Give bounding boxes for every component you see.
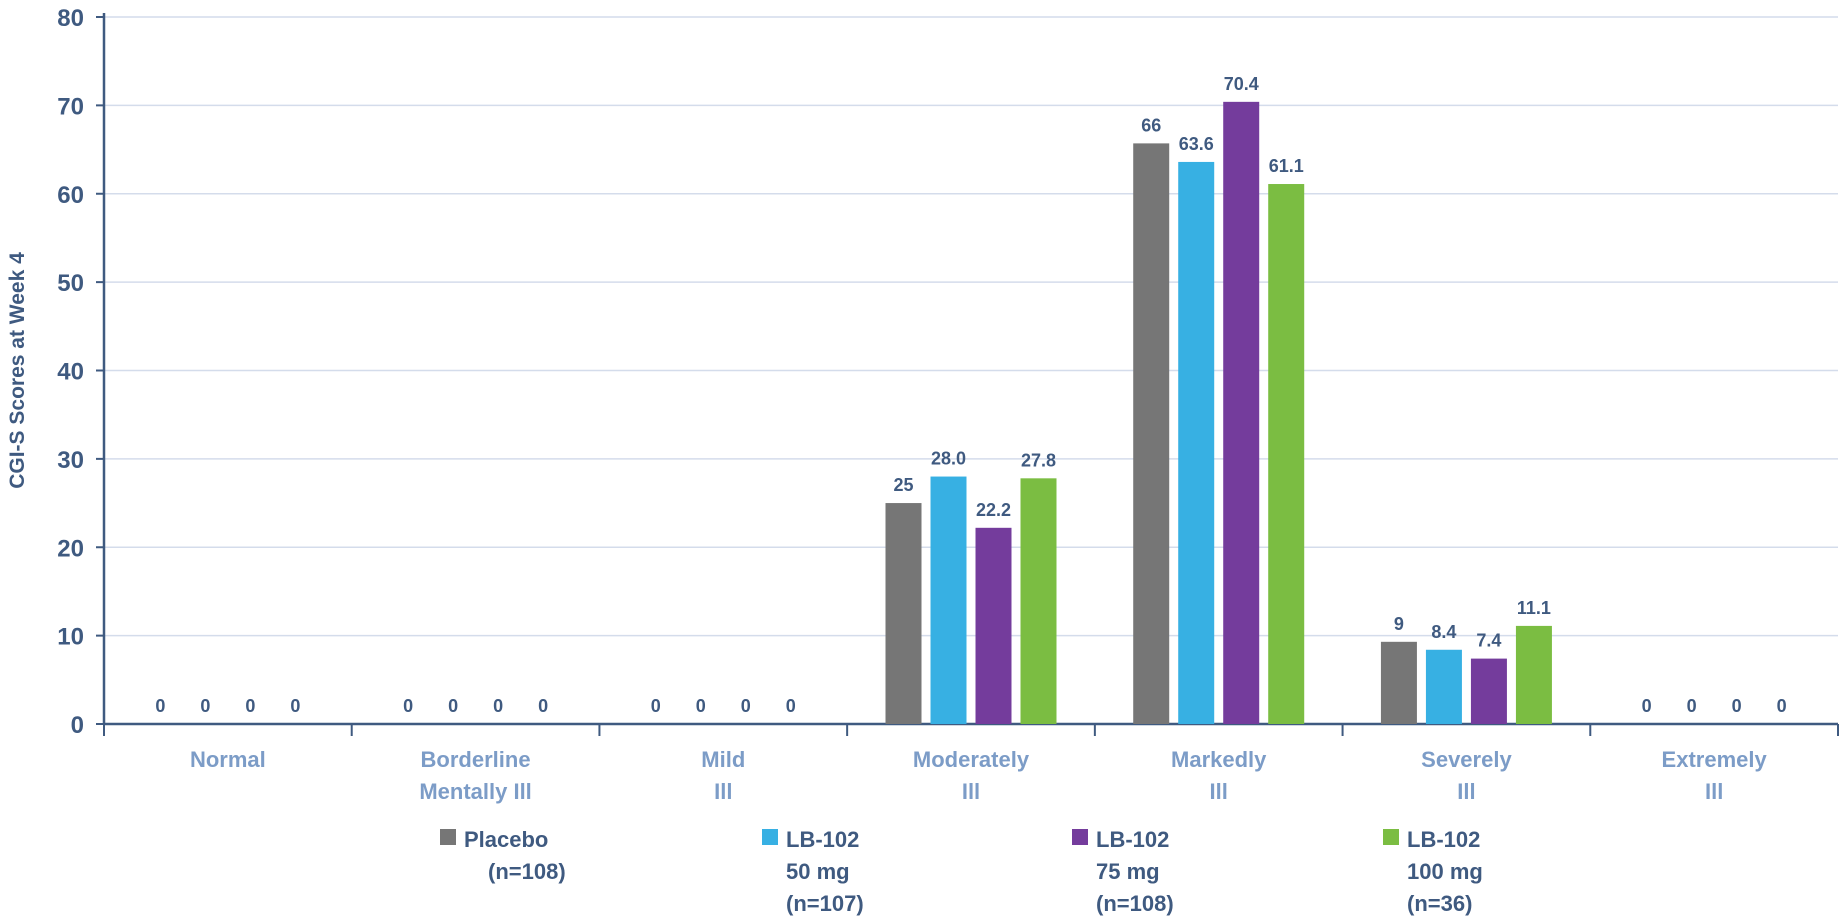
category-label: Severely bbox=[1421, 747, 1512, 772]
bar bbox=[930, 476, 967, 724]
bar bbox=[885, 503, 922, 724]
legend-label: Placebo (n=108) bbox=[464, 824, 566, 888]
category-label: Ill bbox=[1210, 779, 1228, 804]
y-tick-label: 60 bbox=[57, 182, 84, 209]
data-label: 0 bbox=[538, 696, 548, 716]
category-label: Ill bbox=[714, 779, 732, 804]
data-label: 0 bbox=[200, 696, 210, 716]
data-label: 0 bbox=[245, 696, 255, 716]
data-label: 0 bbox=[696, 696, 706, 716]
y-tick-label: 50 bbox=[57, 270, 84, 297]
legend-text: LB-102 bbox=[1096, 827, 1170, 852]
bar bbox=[1223, 101, 1260, 725]
category-label: Ill bbox=[1705, 779, 1723, 804]
data-label: 0 bbox=[403, 696, 413, 716]
legend-text: LB-102 bbox=[786, 827, 860, 852]
bar bbox=[1178, 161, 1215, 724]
bar bbox=[1515, 625, 1552, 724]
legend-item: LB-102 75 mg (n=108) bbox=[1072, 824, 1174, 920]
category-label: Normal bbox=[190, 747, 266, 772]
legend-text: (n=107) bbox=[786, 891, 864, 916]
data-label: 63.6 bbox=[1179, 134, 1214, 154]
bar bbox=[975, 527, 1012, 724]
legend-swatch bbox=[1383, 829, 1399, 845]
legend-text: (n=36) bbox=[1407, 891, 1473, 916]
data-label: 0 bbox=[1687, 696, 1697, 716]
legend-label: LB-102 100 mg (n=36) bbox=[1407, 824, 1483, 920]
data-label: 7.4 bbox=[1476, 631, 1501, 651]
y-tick-label: 80 bbox=[57, 5, 84, 32]
data-label: 66 bbox=[1141, 115, 1161, 135]
legend-text: (n=108) bbox=[1096, 891, 1174, 916]
data-label: 9 bbox=[1394, 614, 1404, 634]
data-label: 0 bbox=[1732, 696, 1742, 716]
legend-label: LB-102 75 mg (n=108) bbox=[1096, 824, 1174, 920]
y-tick-label: 40 bbox=[57, 359, 84, 386]
data-label: 0 bbox=[493, 696, 503, 716]
data-label: 0 bbox=[290, 696, 300, 716]
data-label: 0 bbox=[786, 696, 796, 716]
legend-label: LB-102 50 mg (n=107) bbox=[786, 824, 864, 920]
category-label: Mild bbox=[701, 747, 745, 772]
data-label: 0 bbox=[741, 696, 751, 716]
legend-swatch bbox=[1072, 829, 1088, 845]
legend-item: LB-102 100 mg (n=36) bbox=[1383, 824, 1483, 920]
data-label: 28.0 bbox=[931, 449, 966, 469]
legend-text: 100 mg bbox=[1407, 859, 1483, 884]
data-label: 0 bbox=[651, 696, 661, 716]
category-label: Mentally Ill bbox=[419, 779, 531, 804]
legend-text: LB-102 bbox=[1407, 827, 1481, 852]
data-label: 25 bbox=[893, 475, 913, 495]
bar bbox=[1133, 143, 1170, 725]
data-label: 0 bbox=[1642, 696, 1652, 716]
data-label: 0 bbox=[1777, 696, 1787, 716]
bar bbox=[1268, 184, 1305, 724]
data-label: 8.4 bbox=[1431, 622, 1456, 642]
legend-text: 50 mg bbox=[786, 859, 850, 884]
data-label: 61.1 bbox=[1269, 156, 1304, 176]
bar bbox=[1470, 658, 1507, 724]
category-label: Ill bbox=[1457, 779, 1475, 804]
y-tick-label: 10 bbox=[57, 624, 84, 651]
y-tick-label: 0 bbox=[71, 712, 84, 739]
bar bbox=[1425, 649, 1462, 724]
bar bbox=[1020, 478, 1057, 724]
legend-item: LB-102 50 mg (n=107) bbox=[762, 824, 864, 920]
data-label: 0 bbox=[448, 696, 458, 716]
legend-item: Placebo (n=108) bbox=[440, 824, 566, 888]
y-tick-label: 30 bbox=[57, 447, 84, 474]
data-label: 27.8 bbox=[1021, 450, 1056, 470]
category-label: Markedly bbox=[1171, 747, 1267, 772]
legend-swatch bbox=[762, 829, 778, 845]
category-label: Borderline bbox=[421, 747, 531, 772]
category-label: Extremely bbox=[1662, 747, 1768, 772]
category-label: Moderately bbox=[913, 747, 1030, 772]
category-label: Ill bbox=[962, 779, 980, 804]
data-label: 70.4 bbox=[1224, 74, 1259, 94]
legend-text: Placebo bbox=[464, 827, 549, 852]
data-label: 0 bbox=[155, 696, 165, 716]
bar bbox=[1380, 641, 1417, 724]
legend-text: (n=108) bbox=[488, 859, 566, 884]
legend-swatch bbox=[440, 829, 456, 845]
y-tick-label: 20 bbox=[57, 535, 84, 562]
legend-text: 75 mg bbox=[1096, 859, 1160, 884]
y-tick-label: 70 bbox=[57, 93, 84, 120]
data-label: 11.1 bbox=[1517, 598, 1551, 618]
data-label: 22.2 bbox=[976, 500, 1011, 520]
y-axis-label: CGI-S Scores at Week 4 bbox=[6, 252, 29, 489]
